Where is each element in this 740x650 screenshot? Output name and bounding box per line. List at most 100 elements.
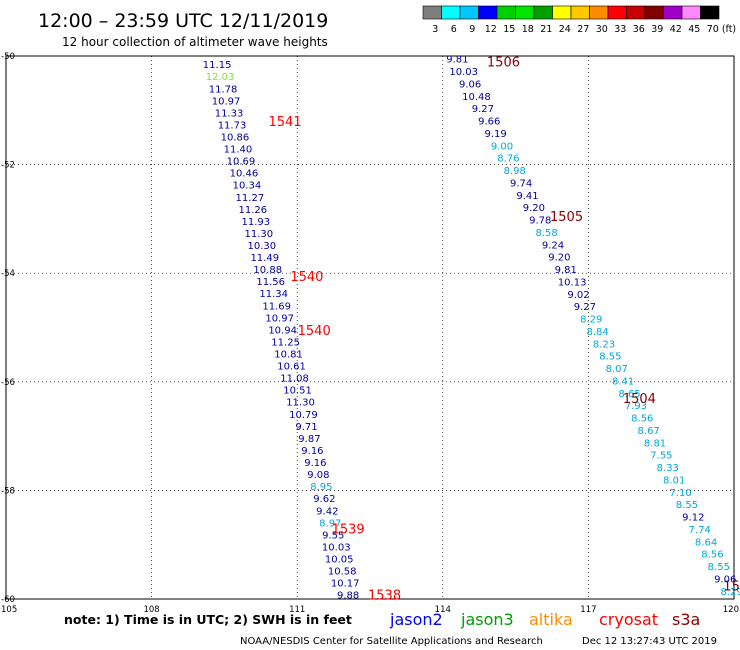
wave-height-label: 11.49 [250, 253, 279, 264]
wave-height-label: 9.06 [714, 574, 736, 585]
wave-height-label: 11.78 [209, 84, 238, 95]
time-label: 1540 [298, 324, 331, 339]
plot-area: 105 108 111 114 117 120 -50 -52 -54 -56 -58 -60 11.… [1, 52, 740, 615]
wave-height-label: 11.30 [286, 398, 315, 409]
axis-labels: 105 108 111 114 117 120 -50 -52 -54 -56 -58 -60 [1, 52, 739, 615]
wave-height-label: 8.23 [593, 339, 615, 350]
wave-height-label: 10.13 [558, 277, 587, 288]
wave-height-label: 10.51 [283, 386, 312, 397]
wave-height-label: 10.86 [221, 132, 250, 143]
wave-height-label: 9.27 [574, 302, 596, 313]
legend-swatch [681, 5, 701, 20]
wave-height-label: 10.03 [449, 67, 478, 78]
wave-height-label: 11.15 [203, 60, 232, 71]
legend-tick-label: 42 [670, 24, 682, 35]
wave-height-label: 12.03 [206, 72, 235, 83]
footer-timestamp: Dec 12 13:27:43 UTC 2019 [582, 636, 717, 647]
wave-height-label: 9.19 [484, 129, 506, 140]
wave-height-label: 8.56 [701, 550, 723, 561]
latitude-label: -60 [1, 595, 15, 605]
legend-swatch [496, 5, 516, 20]
wave-height-label: 9.78 [529, 216, 551, 227]
legend-tick-label: 33 [614, 24, 626, 35]
longitude-label: 117 [580, 605, 596, 615]
legend-tick-label: 24 [559, 24, 571, 35]
legend-tick-label: 36 [633, 24, 645, 35]
wave-height-label: 9.81 [446, 55, 468, 66]
legend-swatch [570, 5, 590, 20]
map-title: 12:00 – 23:59 UTC 12/11/2019 [38, 10, 328, 32]
legend-swatch [459, 5, 479, 20]
satellite-altika-label: altika [529, 610, 573, 629]
time-label: 15 [723, 579, 740, 594]
wave-height-label: 11.27 [236, 193, 265, 204]
legend-swatch [700, 5, 720, 20]
wave-height-label: 11.69 [262, 301, 291, 312]
legend-tick-label: 18 [522, 24, 534, 35]
wave-height-label: 11.08 [280, 374, 309, 385]
legend-swatch [533, 5, 553, 20]
wave-height-label: 8.64 [695, 537, 717, 548]
longitude-label: 105 [1, 605, 17, 615]
latitude-label: -50 [1, 52, 15, 62]
latitude-label: -58 [1, 486, 15, 496]
wave-height-label: 8.58 [536, 228, 558, 239]
wave-height-label: 10.88 [253, 265, 282, 276]
wave-height-label: 9.24 [542, 240, 564, 251]
satellite-cryosat-label: cryosat [599, 610, 658, 629]
wave-height-label: 10.03 [322, 542, 351, 553]
wave-height-label: 8.55 [708, 562, 730, 573]
legend-tick-label: 6 [451, 24, 457, 35]
footer-note: note: 1) Time is in UTC; 2) SWH is in fe… [64, 612, 352, 627]
map-subtitle: 12 hour collection of altimeter wave hei… [62, 35, 328, 49]
wave-height-label: 8.29 [580, 315, 602, 326]
wave-height-label: 9.74 [510, 178, 532, 189]
wave-height-label: 8.81 [644, 438, 666, 449]
longitude-label: 111 [289, 605, 305, 615]
wave-height-label: 10.58 [328, 567, 357, 578]
legend-swatch [422, 5, 442, 20]
legend-tick-label: 70 [707, 24, 719, 35]
legend-swatch [515, 5, 535, 20]
wave-height-label: 10.48 [462, 92, 491, 103]
wave-height-label: 8.29 [720, 587, 740, 598]
wave-height-label: 9.12 [682, 513, 704, 524]
wave-height-label: 9.06 [459, 79, 481, 90]
wave-height-label: 8.55 [599, 352, 621, 363]
wave-height-label: 10.97 [265, 313, 294, 324]
satellite-jason3-label: jason3 [460, 610, 514, 629]
wave-height-label: 8.33 [657, 463, 679, 474]
wave-height-label: 8.01 [663, 475, 685, 486]
track-east: 9.8110.039.0610.489.279.669.199.008.768.… [446, 55, 740, 598]
wave-height-label: 11.40 [224, 145, 253, 156]
legend-swatch [478, 5, 498, 20]
legend-tick-label: 3 [432, 24, 438, 35]
wave-height-label: 9.20 [548, 253, 570, 264]
wave-height-label: 9.42 [316, 506, 338, 517]
wave-height-label: 10.17 [331, 579, 360, 590]
wave-height-label: 9.66 [478, 117, 500, 128]
track-west: 11.1512.0311.7810.9711.3311.7310.8611.40… [203, 60, 401, 604]
time-label: 1539 [332, 522, 365, 537]
time-label: 1540 [290, 270, 323, 285]
wave-height-label: 9.00 [491, 141, 513, 152]
wave-height-label: 11.56 [256, 277, 285, 288]
wave-height-label: 10.46 [230, 169, 259, 180]
legend-tick-label: 39 [651, 24, 663, 35]
legend-tick-label: 12 [485, 24, 497, 35]
wave-height-label: 8.55 [676, 500, 698, 511]
legend-unit-label: (ft) [722, 24, 736, 35]
wave-height-label: 8.41 [612, 376, 634, 387]
wave-height-label: 9.16 [304, 458, 326, 469]
wave-height-label: 8.07 [606, 364, 628, 375]
wave-height-label: 8.65 [618, 389, 640, 400]
wave-height-label: 9.71 [295, 422, 317, 433]
wave-height-label: 8.97 [319, 518, 341, 529]
wave-height-label: 9.20 [523, 203, 545, 214]
wave-height-label: 7.74 [689, 525, 711, 536]
wave-height-label: 11.73 [218, 120, 247, 131]
wave-height-label: 10.34 [233, 181, 262, 192]
wave-height-label: 8.95 [310, 482, 332, 493]
time-label: 1541 [269, 115, 302, 130]
wave-height-label: 8.76 [497, 154, 519, 165]
